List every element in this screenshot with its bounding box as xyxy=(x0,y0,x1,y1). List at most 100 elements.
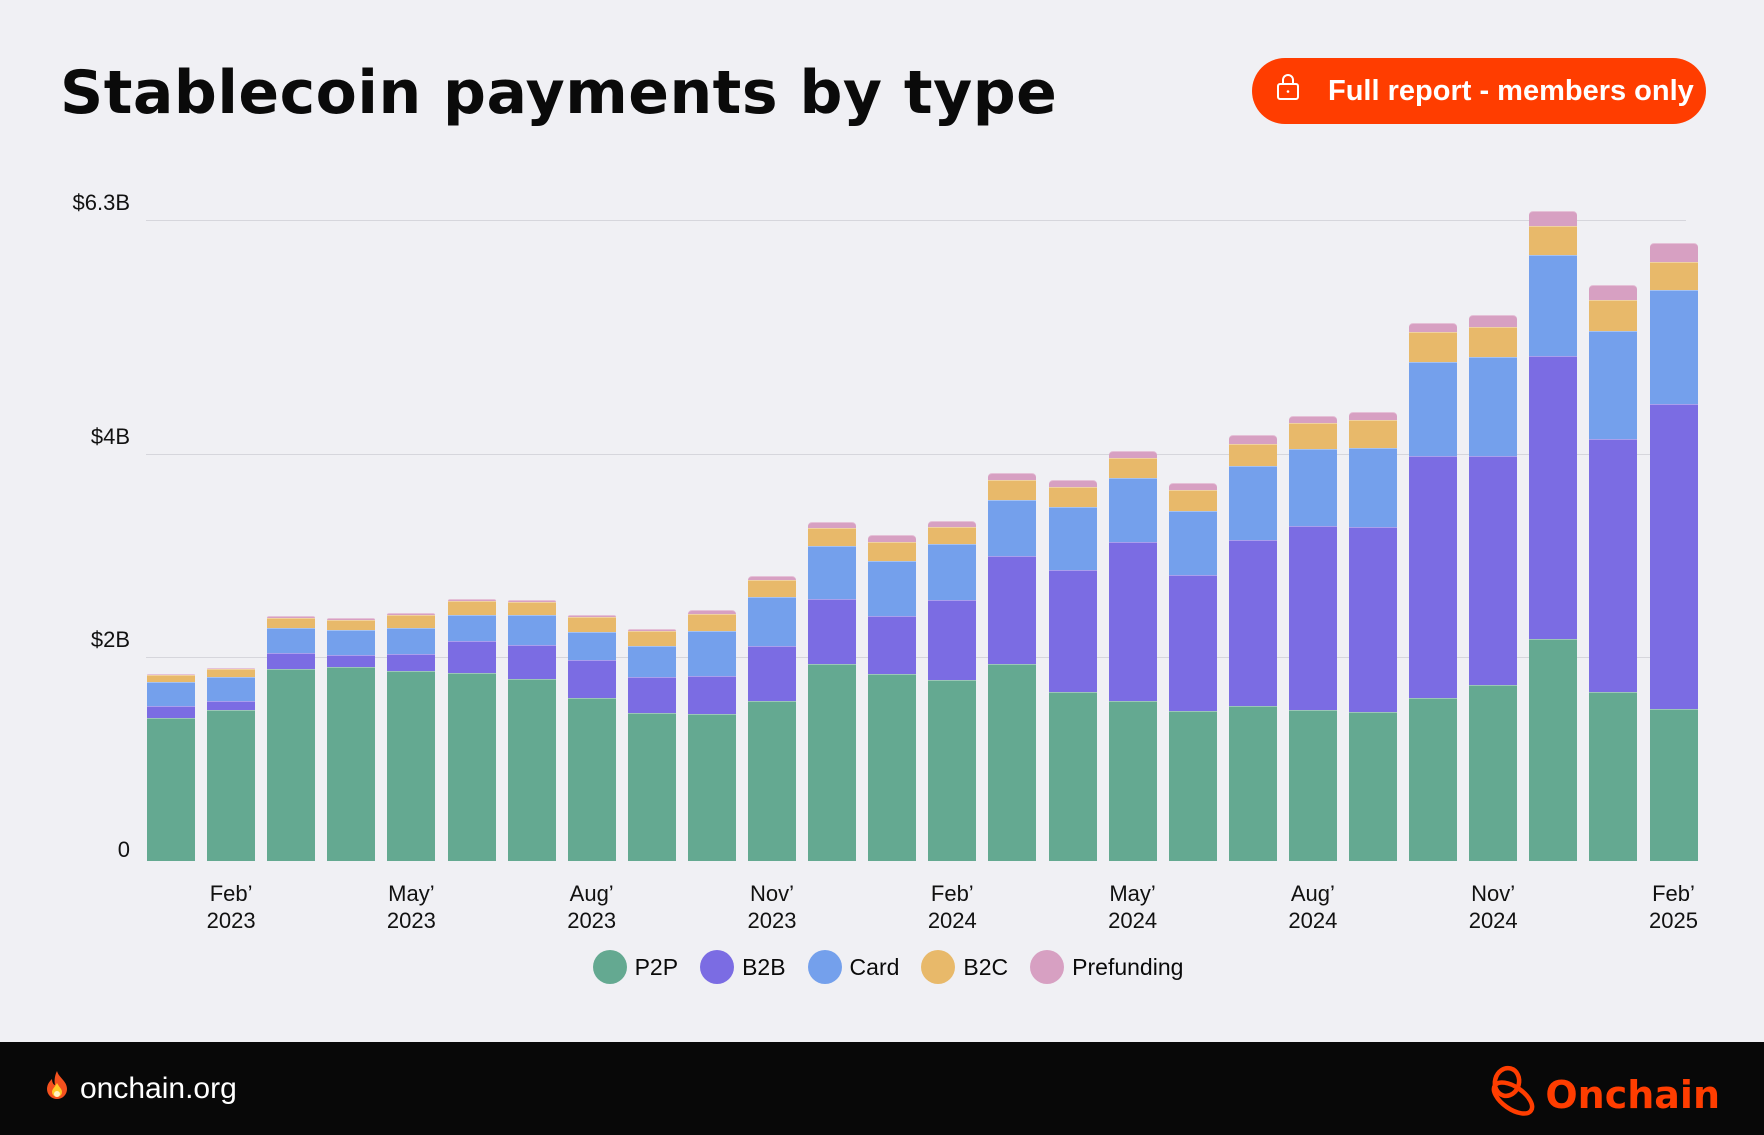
bar-segment-prefunding xyxy=(1228,435,1277,444)
lock-icon xyxy=(1276,73,1328,109)
bar-segment-b2b xyxy=(868,615,917,674)
bar-segment-b2b xyxy=(387,654,436,671)
bar-segment-prefunding xyxy=(447,599,496,602)
bar-segment-card xyxy=(988,499,1037,556)
bar-dec-2023[interactable] xyxy=(808,522,857,861)
bar-segment-card xyxy=(1469,357,1518,456)
bar-segment-b2b xyxy=(1469,455,1518,685)
bar-segment-b2c xyxy=(627,630,676,647)
bar-segment-b2c xyxy=(1288,423,1337,449)
bar-segment-p2p xyxy=(988,663,1037,861)
legend-item-b2b[interactable]: B2B xyxy=(700,950,786,984)
chart-legend: P2P B2B Card B2C Prefunding xyxy=(0,950,1764,984)
legend-item-b2c[interactable]: B2C xyxy=(921,950,1008,984)
bar-segment-p2p xyxy=(627,713,676,861)
bar-apr-2023[interactable] xyxy=(327,617,376,861)
bar-segment-card xyxy=(928,544,977,601)
bar-feb-2025[interactable] xyxy=(1649,243,1698,861)
bar-aug-2023[interactable] xyxy=(567,614,616,861)
members-report-label: Full report - members only xyxy=(1328,74,1694,107)
legend-item-p2p[interactable]: P2P xyxy=(592,950,678,984)
bar-segment-b2c xyxy=(1529,225,1578,256)
bar-segment-p2p xyxy=(567,698,616,861)
bar-segment-prefunding xyxy=(147,673,195,675)
bar-sep-2023[interactable] xyxy=(627,628,676,861)
x-axis-label: Feb’ 2023 xyxy=(206,881,256,933)
bar-segment-b2c xyxy=(928,527,977,545)
bar-segment-prefunding xyxy=(1409,322,1458,332)
bar-jan-2025[interactable] xyxy=(1589,284,1638,861)
bar-jan-2023[interactable] xyxy=(147,673,195,861)
bar-jul-2023[interactable] xyxy=(507,600,556,861)
bar-feb-2024[interactable] xyxy=(928,521,977,861)
x-axis-label: May’ 2024 xyxy=(1108,881,1158,933)
bar-segment-card xyxy=(507,614,556,646)
x-axis-label: Aug’ 2023 xyxy=(567,881,617,933)
bar-segment-prefunding xyxy=(1168,483,1217,491)
bar-may-2024[interactable] xyxy=(1108,450,1157,861)
legend-swatch-icon xyxy=(807,950,842,984)
bar-segment-b2b xyxy=(1228,540,1277,707)
bar-jan-2024[interactable] xyxy=(868,535,917,861)
members-report-button[interactable]: Full report - members only xyxy=(1252,58,1706,124)
site-url: onchain.org xyxy=(80,1072,237,1105)
bar-nov-2024[interactable] xyxy=(1469,315,1518,861)
bar-segment-p2p xyxy=(687,714,736,861)
bar-may-2023[interactable] xyxy=(387,612,436,861)
bar-segment-p2p xyxy=(868,673,917,861)
bar-oct-2023[interactable] xyxy=(687,609,736,861)
bar-segment-b2b xyxy=(627,676,676,714)
bar-jun-2024[interactable] xyxy=(1168,483,1217,861)
bar-segment-b2c xyxy=(808,528,857,547)
bar-segment-b2b xyxy=(1649,403,1698,710)
bar-segment-b2c xyxy=(1228,443,1277,467)
bar-mar-2024[interactable] xyxy=(988,473,1037,861)
bar-segment-b2b xyxy=(147,706,195,719)
bar-segment-b2c xyxy=(1349,420,1397,448)
bar-apr-2024[interactable] xyxy=(1048,480,1097,861)
gridline xyxy=(146,453,1686,455)
bar-segment-b2c xyxy=(988,480,1037,500)
brand-logo: Onchain xyxy=(1483,1064,1720,1125)
bar-segment-p2p xyxy=(207,710,256,861)
bar-segment-b2b xyxy=(327,655,376,667)
bar-segment-prefunding xyxy=(327,617,376,620)
bar-jun-2023[interactable] xyxy=(447,599,496,861)
bar-segment-p2p xyxy=(1048,692,1097,861)
bar-segment-prefunding xyxy=(1469,315,1518,327)
bar-dec-2024[interactable] xyxy=(1529,210,1578,861)
bar-segment-b2c xyxy=(1589,300,1638,331)
bar-segment-prefunding xyxy=(748,575,796,581)
bar-segment-p2p xyxy=(1469,684,1518,861)
bar-segment-b2b xyxy=(988,555,1037,664)
bar-segment-prefunding xyxy=(1529,210,1578,226)
bar-segment-b2b xyxy=(1409,455,1458,699)
bar-segment-p2p xyxy=(1288,710,1337,861)
bar-segment-card xyxy=(567,631,616,661)
footer: onchain.org Onchain xyxy=(0,1042,1764,1135)
bar-oct-2024[interactable] xyxy=(1409,322,1458,861)
brand-name: Onchain xyxy=(1545,1072,1720,1117)
bar-segment-p2p xyxy=(327,666,376,861)
site-link[interactable]: onchain.org xyxy=(44,1070,237,1108)
legend-swatch-icon xyxy=(921,950,956,984)
bar-segment-b2b xyxy=(1589,438,1638,692)
bar-mar-2023[interactable] xyxy=(267,615,316,861)
bar-nov-2023[interactable] xyxy=(748,575,796,861)
bar-segment-b2c xyxy=(567,616,616,632)
bar-segment-prefunding xyxy=(1288,416,1337,424)
bar-segment-card xyxy=(387,627,436,655)
bar-segment-b2c xyxy=(207,668,256,677)
bar-segment-b2c xyxy=(687,613,736,631)
x-axis-label: Aug’ 2024 xyxy=(1288,881,1338,933)
bar-segment-prefunding xyxy=(687,609,736,614)
bar-feb-2023[interactable] xyxy=(207,667,256,861)
legend-item-prefunding[interactable]: Prefunding xyxy=(1030,950,1183,984)
bar-jul-2024[interactable] xyxy=(1228,435,1277,861)
bar-aug-2024[interactable] xyxy=(1288,416,1337,861)
legend-item-card[interactable]: Card xyxy=(807,950,899,984)
bar-segment-card xyxy=(1409,362,1458,456)
bar-sep-2024[interactable] xyxy=(1349,412,1397,861)
bar-segment-b2b xyxy=(207,701,256,711)
bar-segment-prefunding xyxy=(1048,480,1097,488)
